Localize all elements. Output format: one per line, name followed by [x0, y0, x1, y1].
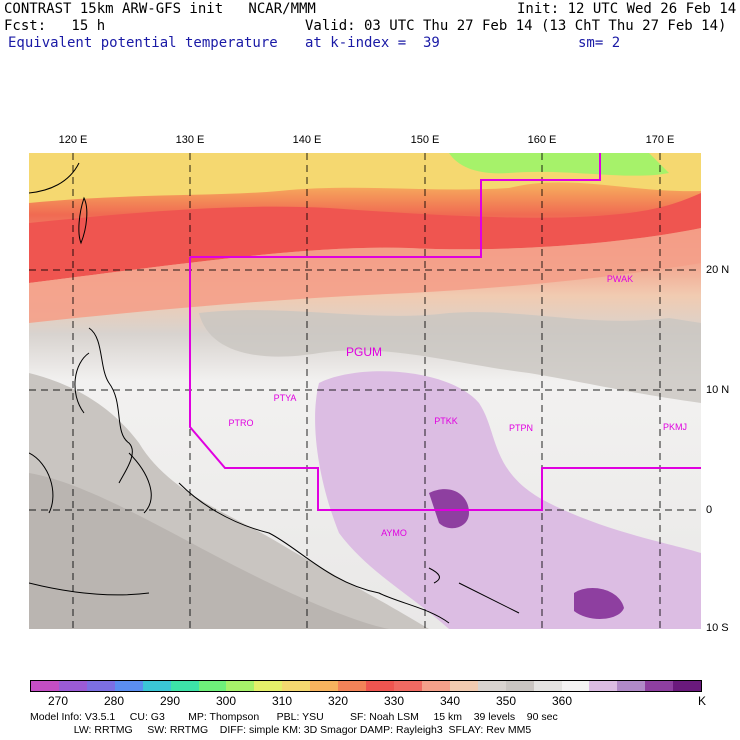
- colorbar-tick-340: 340: [439, 694, 461, 708]
- station-ptro: PTRO: [228, 418, 254, 428]
- colorbar-tick-320: 320: [327, 694, 349, 708]
- colorbar-unit: K: [697, 694, 707, 708]
- station-aymo: AYMO: [381, 528, 407, 538]
- map-panel[interactable]: PGUM PWAK PTYA PTRO PTKK PTPN PKMJ AYMO: [29, 153, 701, 629]
- colorbar-tick-300: 300: [215, 694, 237, 708]
- lon-label-130e: 130 E: [175, 134, 205, 146]
- colorbar-tick-290: 290: [159, 694, 181, 708]
- colorbar-swatch: [142, 681, 171, 691]
- colorbar-tick-350: 350: [495, 694, 517, 708]
- lat-label-20n: 20 N: [706, 264, 730, 276]
- title-line: CONTRAST 15km ARW-GFS init NCAR/MMM: [4, 1, 316, 17]
- theta-e-field: [29, 153, 701, 629]
- smoothing: sm= 2: [578, 35, 621, 51]
- station-ptpn: PTPN: [508, 423, 534, 433]
- colorbar-swatch: [505, 681, 534, 691]
- colorbar-swatch: [198, 681, 227, 691]
- colorbar-swatch: [477, 681, 506, 691]
- lon-label-150e: 150 E: [410, 134, 440, 146]
- colorbar-swatch: [58, 681, 87, 691]
- forecast-hour: Fcst: 15 h: [4, 18, 106, 34]
- colorbar-swatch: [310, 681, 339, 691]
- station-pgum: PGUM: [346, 345, 382, 359]
- lon-label-160e: 160 E: [527, 134, 557, 146]
- valid-time: Valid: 03 UTC Thu 27 Feb 14 (13 ChT Thu …: [305, 18, 727, 34]
- colorbar-tick-270: 270: [47, 694, 69, 708]
- colorbar-swatch: [645, 681, 674, 691]
- station-pwak: PWAK: [606, 274, 634, 284]
- colorbar-swatch: [226, 681, 255, 691]
- colorbar-swatch: [114, 681, 143, 691]
- colorbar-swatch: [254, 681, 283, 691]
- init-time: Init: 12 UTC Wed 26 Feb 14: [517, 1, 737, 17]
- lat-label-0: 0: [706, 504, 713, 516]
- level-index: at k-index = 39: [305, 35, 440, 51]
- colorbar-tick-330: 330: [383, 694, 405, 708]
- colorbar-swatch: [617, 681, 646, 691]
- colorbar-swatch: [338, 681, 367, 691]
- colorbar-swatch: [31, 681, 59, 691]
- station-pkmj: PKMJ: [662, 422, 688, 432]
- colorbar-swatch: [421, 681, 450, 691]
- station-ptya: PTYA: [273, 393, 297, 403]
- colorbar-swatch: [170, 681, 199, 691]
- colorbar: [30, 680, 702, 692]
- colorbar-swatch: [366, 681, 394, 691]
- lat-label-10s: 10 S: [706, 622, 729, 634]
- colorbar-tick-310: 310: [271, 694, 293, 708]
- model-info-line1: Model Info: V3.5.1 CU: G3 MP: Thompson P…: [30, 711, 558, 723]
- lon-label-140e: 140 E: [292, 134, 322, 146]
- lat-label-10n: 10 N: [706, 384, 730, 396]
- colorbar-tick-280: 280: [103, 694, 125, 708]
- colorbar-swatch: [673, 681, 702, 691]
- station-ptkk: PTKK: [434, 416, 458, 426]
- colorbar-swatch: [533, 681, 562, 691]
- colorbar-swatch: [561, 681, 590, 691]
- colorbar-tick-360: 360: [551, 694, 573, 708]
- colorbar-swatch: [449, 681, 478, 691]
- colorbar-swatch: [393, 681, 422, 691]
- lon-label-120e: 120 E: [58, 134, 88, 146]
- colorbar-swatch: [282, 681, 311, 691]
- field-name: Equivalent potential temperature: [8, 35, 278, 51]
- lon-label-170e: 170 E: [645, 134, 675, 146]
- colorbar-swatch: [589, 681, 618, 691]
- colorbar-swatch: [86, 681, 115, 691]
- model-info-line2: LW: RRTMG SW: RRTMG DIFF: simple KM: 3D …: [30, 724, 532, 736]
